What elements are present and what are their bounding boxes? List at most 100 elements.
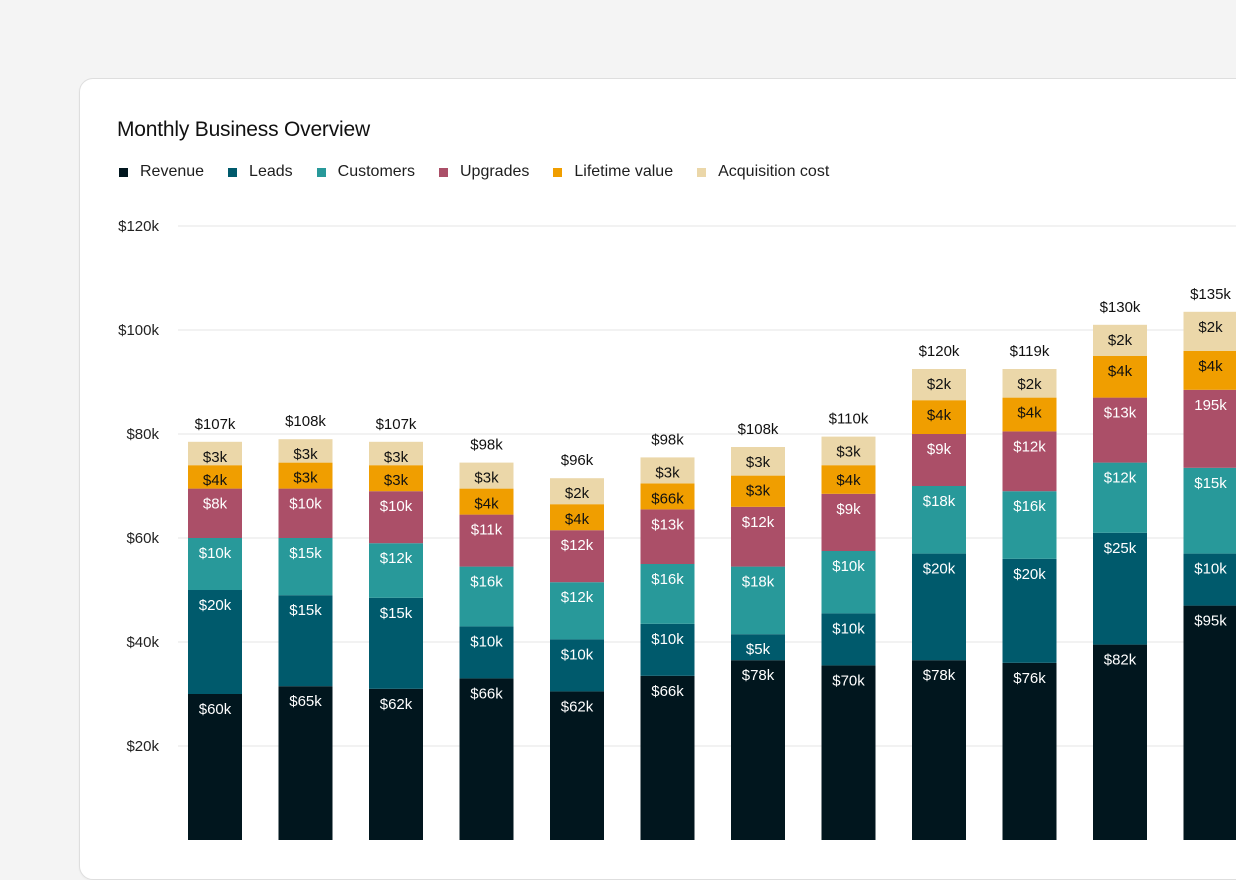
bar-label-lifetime-value-4: $4k: [474, 496, 499, 513]
bar-total-label-6: $98k: [651, 431, 684, 448]
bar-label-lifetime-value-3: $3k: [384, 472, 409, 489]
bar-label-acquisition-cost-9: $2k: [927, 376, 952, 393]
bar-label-leads-5: $10k: [561, 646, 594, 663]
bar-segment-revenue-10[interactable]: [1003, 663, 1057, 840]
bar-label-revenue-11: $82k: [1104, 652, 1137, 669]
bar-label-customers-7: $18k: [742, 574, 775, 591]
bar-segment-revenue-11[interactable]: [1093, 645, 1147, 840]
bar-total-label-2: $108k: [285, 413, 326, 430]
bar-total-label-9: $120k: [919, 343, 960, 360]
bar-label-revenue-12: $95k: [1194, 613, 1227, 630]
bar-label-acquisition-cost-6: $3k: [655, 464, 680, 481]
bar-label-leads-12: $10k: [1194, 561, 1227, 578]
bar-label-revenue-2: $65k: [289, 693, 322, 710]
y-tick-label-80: $80k: [126, 426, 159, 443]
bar-segment-revenue-12[interactable]: [1184, 606, 1236, 840]
bar-label-acquisition-cost-12: $2k: [1198, 319, 1223, 336]
label-layer: $60k $20k $10k $8k $4k $3k $107k $65k $15k $15k $1…: [195, 286, 1232, 718]
bar-label-customers-2: $15k: [289, 545, 322, 562]
bar-label-upgrades-5: $12k: [561, 537, 594, 554]
bar-label-upgrades-3: $10k: [380, 498, 413, 515]
bar-label-revenue-4: $66k: [470, 685, 503, 702]
bar-label-acquisition-cost-8: $3k: [836, 444, 861, 461]
bar-label-leads-10: $20k: [1013, 566, 1046, 583]
bar-total-label-4: $98k: [470, 437, 503, 454]
bar-label-lifetime-value-12: $4k: [1198, 358, 1223, 375]
bar-label-revenue-1: $60k: [199, 701, 232, 718]
bar-label-revenue-9: $78k: [923, 667, 956, 684]
bar-label-leads-1: $20k: [199, 597, 232, 614]
bar-label-customers-4: $16k: [470, 574, 503, 591]
bar-label-lifetime-value-6: $66k: [651, 490, 684, 507]
bar-label-customers-12: $15k: [1194, 475, 1227, 492]
bar-label-acquisition-cost-2: $3k: [293, 446, 318, 463]
bar-label-revenue-5: $62k: [561, 698, 594, 715]
bar-segment-revenue-8[interactable]: [822, 665, 876, 840]
y-tick-label-60: $60k: [126, 530, 159, 547]
bar-label-acquisition-cost-10: $2k: [1017, 376, 1042, 393]
bar-label-revenue-3: $62k: [380, 696, 413, 713]
bar-label-leads-7: $5k: [746, 641, 771, 658]
bar-label-customers-11: $12k: [1104, 470, 1137, 487]
bar-segment-revenue-4[interactable]: [460, 678, 514, 840]
bar-label-upgrades-4: $11k: [471, 522, 503, 539]
bar-total-label-8: $110k: [829, 411, 869, 428]
bar-label-lifetime-value-9: $4k: [927, 407, 952, 424]
bar-label-acquisition-cost-7: $3k: [746, 454, 771, 471]
bar-label-revenue-10: $76k: [1013, 670, 1046, 687]
bar-label-leads-9: $20k: [923, 561, 956, 578]
bar-layer: [188, 312, 1236, 840]
bar-label-customers-9: $18k: [923, 493, 956, 510]
bar-segment-revenue-7[interactable]: [731, 660, 785, 840]
bar-label-lifetime-value-1: $4k: [203, 472, 228, 489]
bar-total-label-3: $107k: [376, 416, 417, 433]
bar-label-upgrades-2: $10k: [289, 496, 322, 513]
bar-label-leads-11: $25k: [1104, 540, 1137, 557]
bar-label-upgrades-12: 195k: [1194, 397, 1227, 414]
bar-label-acquisition-cost-11: $2k: [1108, 332, 1133, 349]
bar-label-revenue-6: $66k: [651, 683, 684, 700]
bar-total-label-1: $107k: [195, 416, 236, 433]
bar-label-acquisition-cost-4: $3k: [474, 470, 499, 487]
bar-label-upgrades-7: $12k: [742, 514, 775, 531]
bar-label-lifetime-value-8: $4k: [836, 472, 861, 489]
bar-label-customers-5: $12k: [561, 589, 594, 606]
bar-label-lifetime-value-7: $3k: [746, 483, 771, 500]
bar-label-upgrades-1: $8k: [203, 496, 228, 513]
bar-label-customers-8: $10k: [832, 558, 865, 575]
bar-total-label-10: $119k: [1010, 343, 1050, 360]
bar-total-label-11: $130k: [1100, 299, 1141, 316]
bar-label-upgrades-10: $12k: [1013, 438, 1046, 455]
bar-label-revenue-8: $70k: [832, 672, 865, 689]
bar-label-revenue-7: $78k: [742, 667, 775, 684]
bar-label-lifetime-value-2: $3k: [293, 470, 318, 487]
stacked-bar-chart: $20k$40k$60k$80k$100k$120k $60k$20k$10k$…: [0, 0, 1236, 840]
bar-label-lifetime-value-11: $4k: [1108, 363, 1133, 380]
bar-label-customers-1: $10k: [199, 545, 232, 562]
bar-total-label-5: $96k: [561, 452, 594, 469]
bar-label-lifetime-value-5: $4k: [565, 511, 590, 528]
bar-label-leads-2: $15k: [289, 602, 322, 619]
bar-label-customers-10: $16k: [1013, 498, 1046, 515]
bar-segment-revenue-6[interactable]: [641, 676, 695, 840]
y-tick-label-40: $40k: [126, 634, 159, 651]
bar-label-leads-6: $10k: [651, 631, 684, 648]
bar-label-upgrades-9: $9k: [927, 441, 952, 458]
bar-label-acquisition-cost-1: $3k: [203, 449, 228, 466]
bar-segment-revenue-9[interactable]: [912, 660, 966, 840]
bar-label-acquisition-cost-3: $3k: [384, 449, 409, 466]
bar-total-label-7: $108k: [738, 421, 779, 438]
bar-label-lifetime-value-10: $4k: [1017, 405, 1042, 422]
bar-label-leads-4: $10k: [470, 633, 503, 650]
y-tick-label-20: $20k: [126, 738, 159, 755]
bar-label-upgrades-11: $13k: [1104, 405, 1137, 422]
bar-label-upgrades-8: $9k: [836, 501, 861, 518]
bar-total-label-12: $135k: [1190, 286, 1231, 303]
bar-label-acquisition-cost-5: $2k: [565, 485, 590, 502]
y-tick-label-100: $100k: [118, 322, 159, 339]
bar-label-leads-8: $10k: [832, 620, 865, 637]
bar-label-customers-6: $16k: [651, 571, 684, 588]
bar-label-leads-3: $15k: [380, 605, 413, 622]
bar-label-customers-3: $12k: [380, 550, 413, 567]
y-tick-label-120: $120k: [118, 218, 159, 235]
